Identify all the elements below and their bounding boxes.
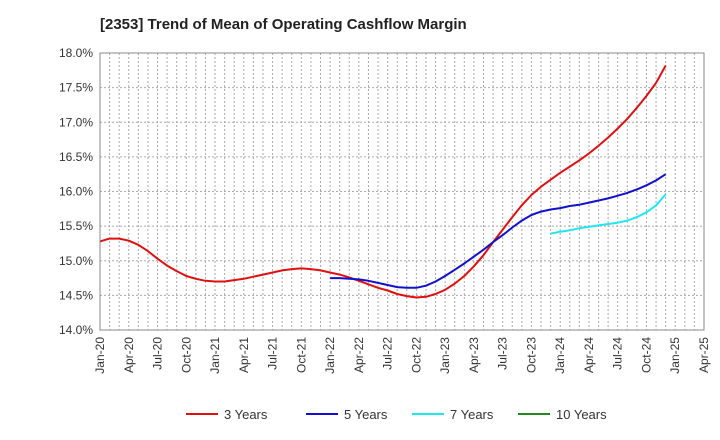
y-tick-label: 15.5% (59, 219, 93, 233)
y-tick-label: 17.0% (59, 115, 93, 129)
x-tick-label: Apr-24 (582, 337, 596, 373)
legend: 3 Years 5 Years 7 Years 10 Years (186, 407, 607, 422)
x-tick-label: Jan-20 (93, 337, 107, 374)
x-tick-label: Jul-21 (266, 337, 280, 370)
x-tick-label: Apr-20 (122, 337, 136, 373)
y-tick-label: 17.5% (59, 81, 93, 95)
x-tick-label: Apr-22 (352, 337, 366, 373)
legend-label: 10 Years (556, 407, 607, 422)
plot-frame (99, 52, 705, 331)
x-tick-label: Oct-23 (524, 337, 538, 373)
series-line-3-years (99, 65, 667, 299)
x-tick-label: Jan-25 (668, 337, 682, 374)
legend-label: 5 Years (344, 407, 388, 422)
legend-label: 7 Years (450, 407, 494, 422)
x-tick-label: Apr-25 (697, 337, 711, 373)
y-tick-label: 14.5% (59, 288, 93, 302)
x-tick-label: Jan-23 (438, 337, 452, 374)
x-tick-label: Jul-20 (151, 337, 165, 370)
legend-item: 10 Years (518, 407, 607, 422)
series-line-5-years (330, 173, 667, 289)
series-lines (99, 65, 667, 299)
y-axis: 14.0% 14.5% 15.0% 15.5% 16.0% 16.5% 17.0% 17.5%… (59, 46, 93, 337)
y-tick-label: 16.5% (59, 150, 93, 164)
x-tick-label: Jan-24 (553, 337, 567, 374)
x-tick-label: Jan-22 (323, 337, 337, 374)
x-tick-label: Oct-22 (409, 337, 423, 373)
legend-item: 5 Years (306, 407, 388, 422)
y-tick-label: 14.0% (59, 323, 93, 337)
y-tick-label: 15.0% (59, 254, 93, 268)
x-axis: Jan-20 Apr-20 Jul-20 Oct-20 Jan-21 Apr-21 Jul-… (93, 337, 711, 374)
legend-item: 3 Years (186, 407, 268, 422)
x-tick-label: Apr-21 (237, 337, 251, 373)
x-tick-label: Oct-21 (294, 337, 308, 373)
legend-item: 7 Years (412, 407, 494, 422)
series-line-7-years (550, 193, 667, 235)
chart-title: [2353] Trend of Mean of Operating Cashfl… (100, 16, 467, 33)
x-tick-label: Jul-22 (381, 337, 395, 370)
x-tick-label: Jul-24 (611, 337, 625, 370)
legend-label: 3 Years (224, 407, 268, 422)
x-tick-label: Jan-21 (208, 337, 222, 374)
x-tick-label: Jul-23 (496, 337, 510, 370)
y-tick-label: 18.0% (59, 46, 93, 60)
y-tick-label: 16.0% (59, 185, 93, 199)
x-tick-label: Oct-24 (639, 337, 653, 373)
x-tick-label: Apr-23 (467, 337, 481, 373)
x-tick-label: Oct-20 (179, 337, 193, 373)
